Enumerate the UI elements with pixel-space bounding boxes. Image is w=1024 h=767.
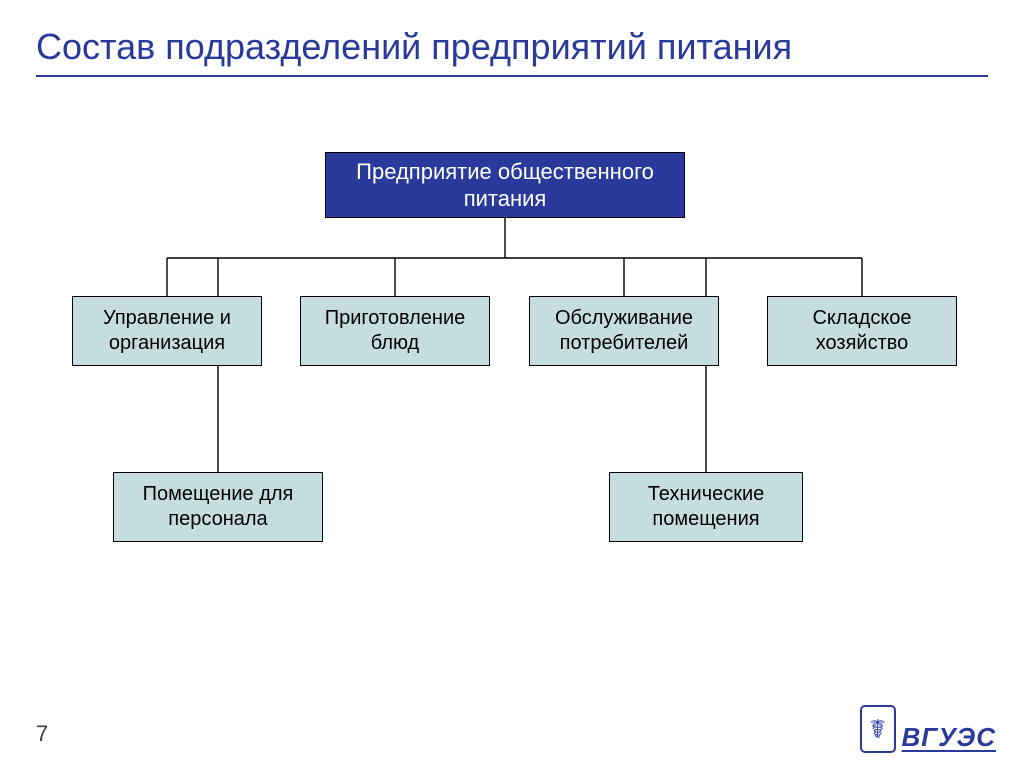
- node-label: Обслуживание потребителей: [538, 306, 710, 356]
- node-label: Помещение для персонала: [122, 482, 314, 532]
- node-c4: Складское хозяйство: [767, 296, 957, 366]
- chart-connectors: [0, 0, 1024, 767]
- node-label: Управление и организация: [81, 306, 253, 356]
- slide-root: Состав подразделений предприятий питания…: [0, 0, 1024, 767]
- node-label: Технические помещения: [618, 482, 794, 532]
- node-label: Приготовление блюд: [309, 306, 481, 356]
- logo-text: ВГУЭС: [902, 722, 996, 753]
- page-number: 7: [36, 721, 48, 747]
- node-c1: Управление и организация: [72, 296, 262, 366]
- node-c6: Технические помещения: [609, 472, 803, 542]
- logo-mark-icon: ☤: [860, 705, 896, 753]
- node-root: Предприятие общественного питания: [325, 152, 685, 218]
- node-label: Складское хозяйство: [776, 306, 948, 356]
- org-chart: Предприятие общественного питания Управле…: [0, 0, 1024, 767]
- node-label: Предприятие общественного питания: [334, 158, 676, 213]
- node-c5: Помещение для персонала: [113, 472, 323, 542]
- node-c2: Приготовление блюд: [300, 296, 490, 366]
- node-c3: Обслуживание потребителей: [529, 296, 719, 366]
- logo: ☤ ВГУЭС: [860, 705, 996, 753]
